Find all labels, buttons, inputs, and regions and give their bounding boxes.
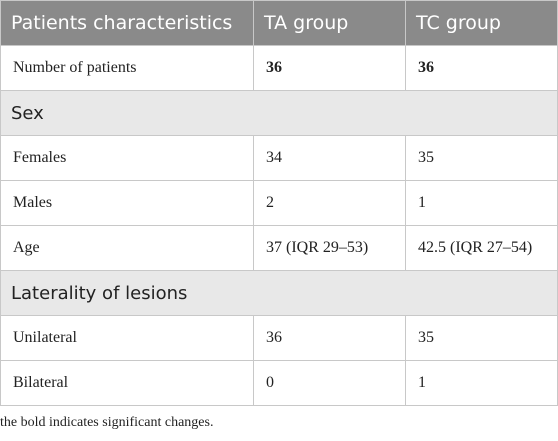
- tc-value: 35: [405, 135, 558, 181]
- ta-value: 36: [253, 315, 406, 361]
- ta-value: 36: [253, 45, 406, 91]
- row-label: Bilateral: [0, 360, 254, 406]
- header-patients-characteristics: Patients characteristics: [0, 0, 254, 46]
- section-row-laterality: Laterality of lesions: [0, 270, 558, 316]
- row-label: Age: [0, 225, 254, 271]
- header-ta-group: TA group: [253, 0, 406, 46]
- tc-value: 35: [405, 315, 558, 361]
- ta-value: 34: [253, 135, 406, 181]
- tc-value: 1: [405, 360, 558, 406]
- table-row: Age 37 (IQR 29–53) 42.5 (IQR 27–54): [0, 225, 558, 271]
- table-row: Unilateral 36 35: [0, 315, 558, 361]
- table-row: Females 34 35: [0, 135, 558, 181]
- row-label: Number of patients: [0, 45, 254, 91]
- table-row: Bilateral 0 1: [0, 360, 558, 406]
- patients-characteristics-table: Patients characteristics TA group TC gro…: [0, 0, 558, 406]
- section-label: Laterality of lesions: [0, 270, 558, 316]
- header-tc-group: TC group: [405, 0, 558, 46]
- row-label: Males: [0, 180, 254, 226]
- tc-value: 1: [405, 180, 558, 226]
- tc-value: 42.5 (IQR 27–54): [405, 225, 558, 271]
- table-row: Males 2 1: [0, 180, 558, 226]
- section-row-sex: Sex: [0, 90, 558, 136]
- tc-value: 36: [405, 45, 558, 91]
- row-label: Females: [0, 135, 254, 181]
- ta-value: 2: [253, 180, 406, 226]
- ta-value: 37 (IQR 29–53): [253, 225, 406, 271]
- section-label: Sex: [0, 90, 558, 136]
- row-label: Unilateral: [0, 315, 254, 361]
- table-header-row: Patients characteristics TA group TC gro…: [0, 0, 558, 46]
- table-row: Number of patients 36 36: [0, 45, 558, 91]
- ta-value: 0: [253, 360, 406, 406]
- table-footnote: the bold indicates significant changes.: [0, 415, 214, 430]
